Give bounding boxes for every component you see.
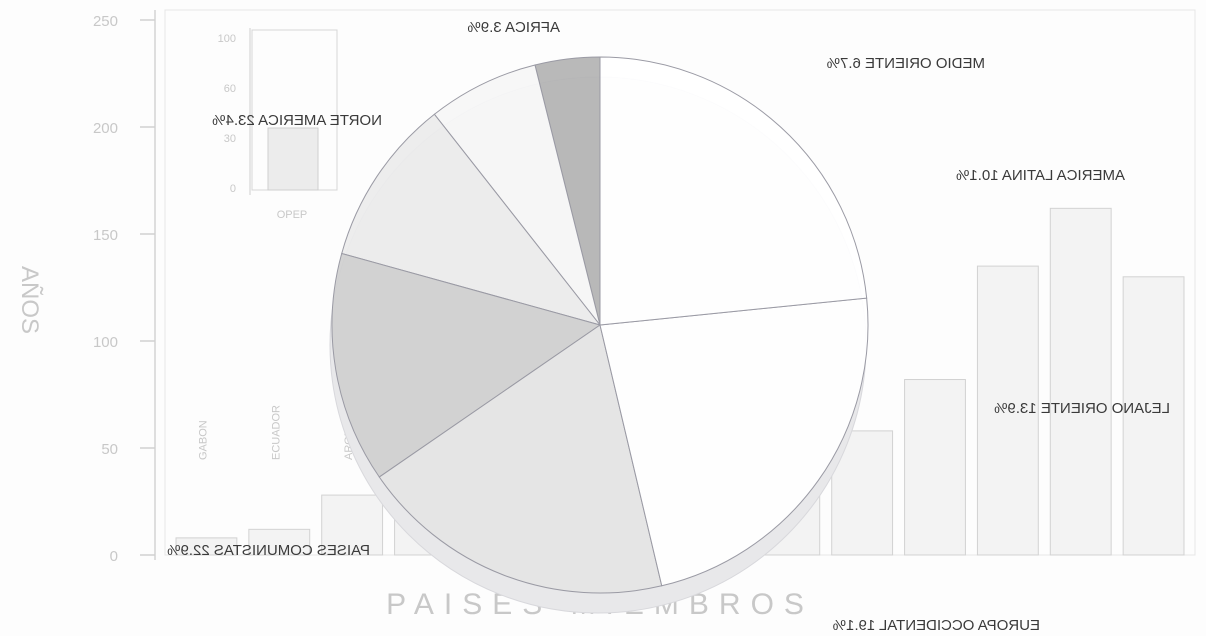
bar <box>1122 276 1185 556</box>
inset-chart: 100 60 30 0 OPEP <box>218 28 338 221</box>
pie-slice <box>599 56 868 326</box>
pie-slice-label: AFRICA 3.9% <box>467 19 560 36</box>
pie-slice-label: PAISES COMUNISTAS 22.9% <box>167 542 370 559</box>
pie-slice <box>599 297 869 587</box>
pie-slice <box>331 252 602 478</box>
bar <box>904 379 966 556</box>
bar-y-tick-label: 0 <box>110 548 118 565</box>
inset-tick-label: 100 <box>218 33 236 45</box>
pie-chart: AFRICA 3.9% MEDIO ORIENTE 6.7% AMERICA LAT… <box>167 19 1170 634</box>
bar-y-tick-label: 200 <box>93 120 118 137</box>
bar <box>248 528 311 556</box>
pie-slice-label: EUROPA OCCIDENTAL 19.1% <box>833 617 1040 634</box>
pie-slice-label: NORTE AMERICA 23.4% <box>212 112 382 129</box>
inset-tick-label: 0 <box>230 183 236 195</box>
pie-slice <box>378 324 663 594</box>
bar <box>321 494 384 556</box>
bar-category-label: ECUADOR <box>270 405 282 460</box>
inset-tick-label: 30 <box>224 133 236 145</box>
pie-slice-label: AMERICA LATINA 10.1% <box>956 167 1125 184</box>
inset-x-label: OPEP <box>277 209 308 221</box>
bar <box>1049 207 1112 556</box>
bar-category-label: GABON <box>197 420 209 460</box>
bar-y-tick-label: 150 <box>93 227 118 244</box>
pie-slice-labels: AFRICA 3.9% MEDIO ORIENTE 6.7% AMERICA LAT… <box>167 19 1170 634</box>
bar-y-tick-label: 100 <box>93 334 118 351</box>
bar-y-tick-label: 50 <box>101 441 118 458</box>
pie-slice-label: LEJANO ORIENTE 13.9% <box>994 400 1170 417</box>
bar-y-axis-label: AÑOS <box>16 266 43 334</box>
inset-tick-label: 60 <box>224 83 236 95</box>
pie-slice-label: MEDIO ORIENTE 6.7% <box>827 55 985 72</box>
bar-y-tick-label: 250 <box>93 13 118 30</box>
bar <box>175 537 238 556</box>
bar-y-ticks: 250 200 150 100 50 0 <box>93 13 155 565</box>
inset-bar <box>267 127 319 191</box>
pie-slice <box>433 64 601 326</box>
bar <box>976 265 1039 556</box>
pie-slice <box>341 113 602 326</box>
pie-slices <box>331 56 869 594</box>
inset-y-ticks: 100 60 30 0 <box>218 33 236 195</box>
